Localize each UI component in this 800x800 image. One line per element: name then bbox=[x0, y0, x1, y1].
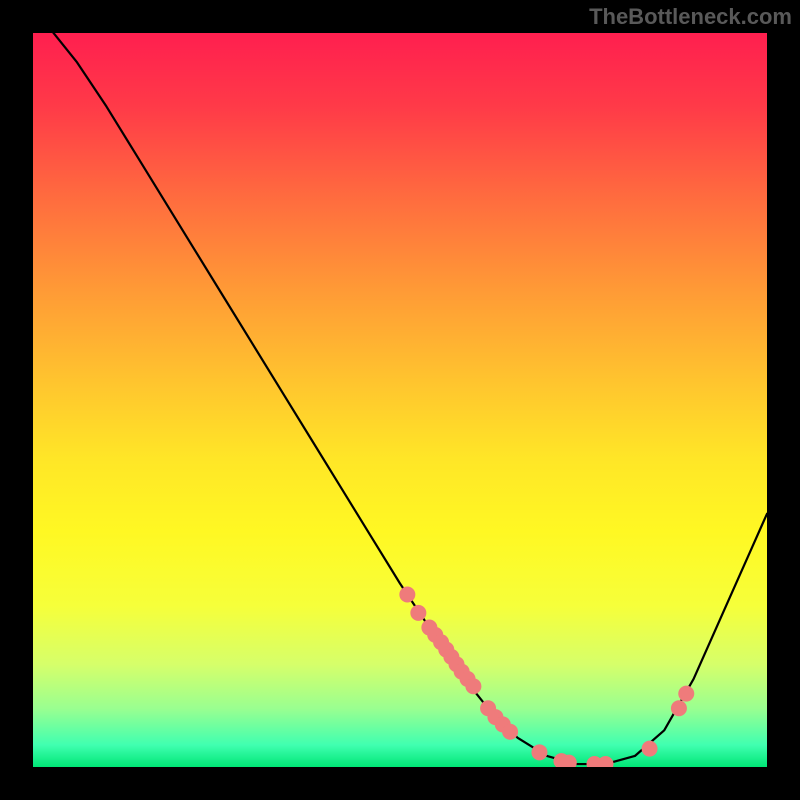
data-marker bbox=[410, 605, 426, 621]
data-marker bbox=[465, 678, 481, 694]
data-marker bbox=[671, 700, 687, 716]
plot-background bbox=[33, 33, 767, 767]
data-marker bbox=[531, 744, 547, 760]
gradient-curve-chart bbox=[0, 0, 800, 800]
chart-frame: TheBottleneck.com bbox=[0, 0, 800, 800]
data-marker bbox=[399, 587, 415, 603]
data-marker bbox=[678, 686, 694, 702]
data-marker bbox=[642, 741, 658, 757]
data-marker bbox=[502, 724, 518, 740]
watermark-text: TheBottleneck.com bbox=[589, 4, 792, 30]
